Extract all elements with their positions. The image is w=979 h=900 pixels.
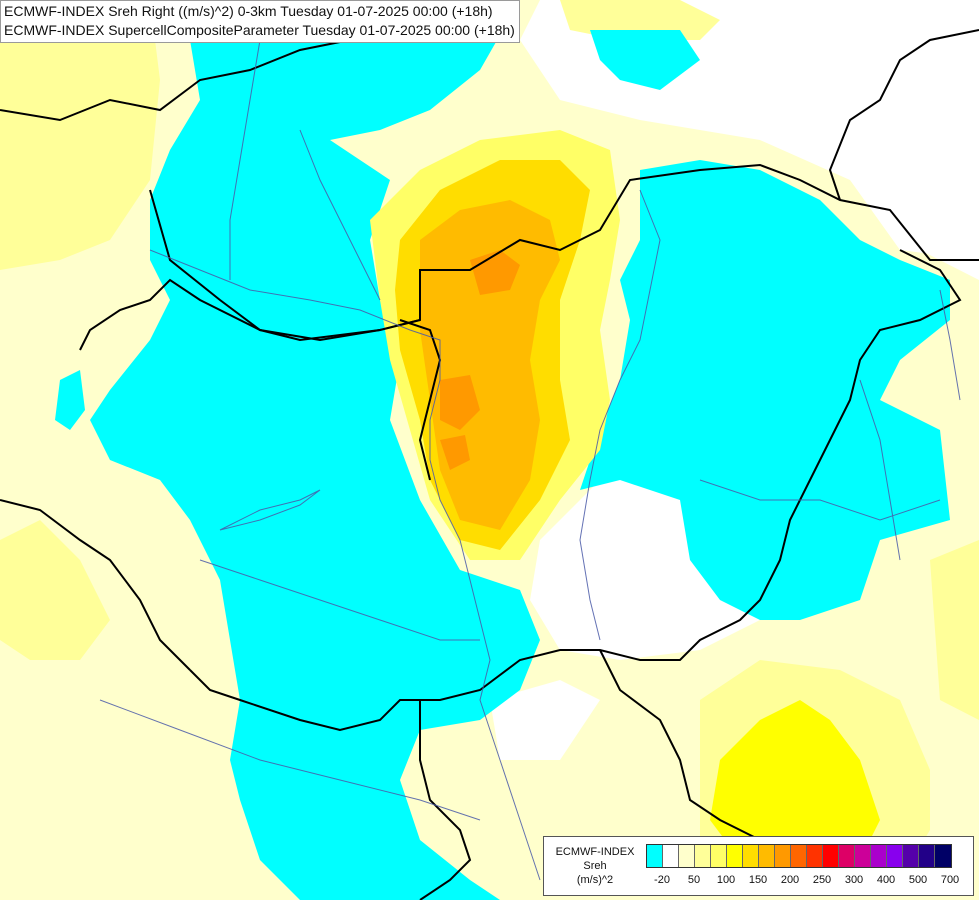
- sreh-core-dark-orange: [440, 250, 520, 470]
- river-siret: [939, 289, 961, 401]
- legend-swatch-5: [711, 845, 727, 867]
- river-vah: [299, 129, 381, 301]
- border-line-7: [0, 499, 191, 671]
- cyan-area-east: [580, 160, 950, 620]
- legend-tick-label: 700: [940, 874, 960, 886]
- river-danube: [149, 249, 541, 881]
- legend-swatch-12: [823, 845, 839, 867]
- legend-swatch-18: [919, 845, 935, 867]
- legend-swatch-8: [759, 845, 775, 867]
- legend-swatch-16: [887, 845, 903, 867]
- map-title-line-2: ECMWF-INDEX SupercellCompositeParameter …: [4, 22, 515, 38]
- white-area-south: [490, 680, 600, 760]
- legend-title: ECMWF-INDEX Sreh (m/s)^2: [549, 845, 641, 887]
- yellow-area-east-edge: [930, 540, 979, 720]
- yellow-area-southwest: [0, 520, 110, 660]
- cyan-area-west: [90, 0, 540, 900]
- legend-swatch-14: [855, 845, 871, 867]
- bright-area-southeast: [710, 700, 880, 880]
- legend-tick-label: 150: [748, 874, 768, 886]
- river-tisza: [579, 189, 661, 641]
- white-area-east: [840, 90, 979, 280]
- rivers: [99, 39, 961, 881]
- legend-tick-label: 100: [716, 874, 736, 886]
- legend-swatch-1: [647, 845, 663, 867]
- legend-model: ECMWF-INDEX: [555, 846, 635, 858]
- legend-swatch-13: [839, 845, 855, 867]
- river-balaton: [219, 489, 321, 531]
- legend-parameter: Sreh: [583, 860, 607, 872]
- legend-tick-label: 500: [908, 874, 928, 886]
- legend-tick-label: 250: [812, 874, 832, 886]
- legend-tick-label: -20: [654, 874, 670, 886]
- legend-color-bar: [646, 844, 952, 868]
- legend-swatch-15: [871, 845, 887, 867]
- legend-tick-label: 400: [876, 874, 896, 886]
- river-olt: [859, 379, 901, 561]
- legend-swatch-17: [903, 845, 919, 867]
- border-line-5: [189, 249, 962, 732]
- legend-swatch-10: [791, 845, 807, 867]
- yellow-area-west: [0, 0, 160, 270]
- map-title-box: ECMWF-INDEX Sreh Right ((m/s)^2) 0-3km T…: [0, 0, 520, 43]
- legend-swatch-19: [935, 845, 951, 867]
- legend-swatch-9: [775, 845, 791, 867]
- cyan-area-north-small: [590, 30, 700, 90]
- cyan-area-west-spot: [55, 370, 85, 430]
- river-morava: [229, 39, 261, 280]
- legend-swatch-6: [727, 845, 743, 867]
- legend-swatch-7: [743, 845, 759, 867]
- border-line-3: [399, 319, 442, 481]
- map-title-line-1: ECMWF-INDEX Sreh Right ((m/s)^2) 0-3km T…: [4, 3, 493, 19]
- legend-swatch-11: [807, 845, 823, 867]
- legend-swatch-4: [695, 845, 711, 867]
- river-drava: [199, 559, 480, 641]
- border-line-8: [419, 700, 472, 900]
- river-sava: [99, 699, 481, 821]
- color-legend: ECMWF-INDEX Sreh (m/s)^2 -20 50 100 150 200 2…: [543, 836, 974, 896]
- border-line-9: [828, 29, 979, 201]
- legend-swatch-2: [663, 845, 679, 867]
- border-line-4: [79, 278, 421, 351]
- legend-unit: (m/s)^2: [576, 874, 614, 886]
- legend-swatch-3: [679, 845, 695, 867]
- river-mures: [699, 479, 941, 521]
- legend-tick-label: 200: [780, 874, 800, 886]
- legend-tick-label: 50: [687, 874, 701, 886]
- legend-tick-label: 300: [844, 874, 864, 886]
